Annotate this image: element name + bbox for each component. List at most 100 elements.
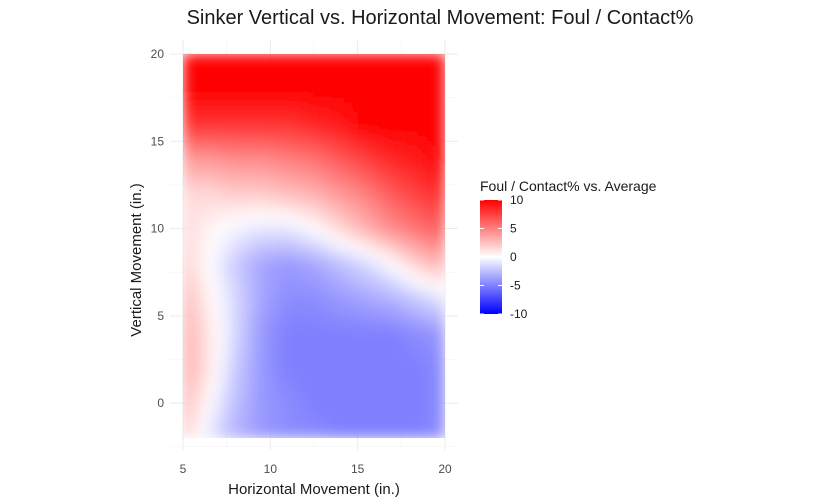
heatmap-cell	[322, 96, 328, 103]
heatmap-cell	[296, 269, 302, 276]
heatmap-cell	[418, 331, 424, 338]
heatmap-cell	[300, 221, 306, 228]
heatmap-cell	[278, 115, 284, 122]
heatmap-cell	[239, 346, 245, 353]
heatmap-cell	[409, 226, 415, 233]
heatmap-cell	[195, 202, 201, 209]
heatmap-cell	[361, 336, 367, 343]
heatmap-cell	[427, 418, 433, 425]
heatmap-cell	[435, 178, 442, 185]
heatmap-cell	[230, 427, 236, 434]
heatmap-cell	[317, 226, 324, 233]
heatmap-cell	[278, 288, 284, 295]
heatmap-cell	[191, 346, 197, 353]
heatmap-cell	[374, 91, 380, 98]
heatmap-cell	[243, 283, 249, 290]
heatmap-cell	[322, 394, 328, 401]
heatmap-cell	[221, 192, 228, 199]
heatmap-cell	[269, 336, 276, 343]
heatmap-cell	[418, 202, 424, 209]
heatmap-cell	[330, 67, 337, 74]
heatmap-cell	[348, 269, 354, 276]
heatmap-cell	[440, 96, 445, 103]
heatmap-cell	[296, 384, 302, 391]
heatmap-cell	[313, 413, 319, 420]
heatmap-cell	[400, 106, 407, 113]
heatmap-cell	[383, 54, 389, 60]
heatmap-cell	[265, 120, 271, 127]
heatmap-cell	[300, 245, 306, 252]
heatmap-cell	[396, 130, 402, 137]
heatmap-cell	[339, 255, 346, 261]
heatmap-cell	[265, 106, 271, 113]
heatmap-cell	[374, 139, 380, 146]
heatmap-cell	[383, 274, 389, 281]
heatmap-cell	[248, 375, 254, 381]
heatmap-cell	[199, 346, 206, 353]
heatmap-cell	[422, 72, 429, 79]
heatmap-cell	[208, 331, 215, 338]
heatmap-cell	[400, 432, 407, 438]
heatmap-cell	[274, 250, 280, 257]
heatmap-cell	[248, 202, 254, 209]
heatmap-cell	[261, 427, 267, 434]
heatmap-cell	[274, 283, 280, 290]
heatmap-cell	[435, 82, 442, 89]
heatmap-cell	[248, 418, 254, 425]
heatmap-cell	[440, 178, 445, 185]
heatmap-cell	[195, 317, 201, 324]
heatmap-cell	[365, 54, 372, 60]
heatmap-cell	[396, 77, 402, 84]
heatmap-cell	[379, 375, 385, 381]
heatmap-cell	[405, 283, 411, 290]
heatmap-cell	[221, 221, 228, 228]
heatmap-cell	[322, 106, 328, 113]
heatmap-cell	[239, 245, 245, 252]
heatmap-cell	[422, 96, 429, 103]
heatmap-cell	[300, 274, 306, 281]
heatmap-cell	[186, 413, 193, 420]
heatmap-cell	[361, 322, 367, 329]
heatmap-cell	[282, 408, 289, 415]
heatmap-cell	[313, 111, 319, 117]
heatmap-cell	[352, 317, 359, 324]
heatmap-cell	[370, 274, 376, 281]
heatmap-cell	[265, 240, 271, 247]
heatmap-cell	[422, 264, 429, 271]
heatmap-cell	[261, 96, 267, 103]
heatmap-cell	[326, 125, 332, 132]
heatmap-cell	[265, 399, 271, 405]
heatmap-cell	[383, 269, 389, 276]
heatmap-cell	[427, 394, 433, 401]
heatmap-cell	[383, 58, 389, 65]
heatmap-cell	[234, 202, 241, 209]
heatmap-cell	[282, 135, 289, 141]
heatmap-cell	[361, 54, 367, 60]
heatmap-cell	[427, 375, 433, 381]
heatmap-cell	[365, 351, 372, 357]
heatmap-cell	[186, 91, 193, 98]
heatmap-cell	[418, 240, 424, 247]
heatmap-cell	[405, 91, 411, 98]
heatmap-cell	[291, 327, 298, 333]
heatmap-cell	[282, 245, 289, 252]
heatmap-cell	[261, 375, 267, 381]
heatmap-cell	[435, 255, 442, 261]
heatmap-cell	[361, 331, 367, 338]
heatmap-cell	[296, 168, 302, 175]
heatmap-cell	[387, 413, 394, 420]
heatmap-cell	[400, 317, 407, 324]
heatmap-cell	[396, 178, 402, 185]
heatmap-cell	[296, 144, 302, 151]
heatmap-cell	[335, 346, 341, 353]
heatmap-cell	[183, 279, 188, 285]
heatmap-cell	[256, 211, 263, 218]
heatmap-cell	[186, 408, 193, 415]
heatmap-cell	[300, 231, 306, 237]
heatmap-cell	[221, 87, 228, 93]
heatmap-cell	[335, 379, 341, 386]
heatmap-cell	[230, 226, 236, 233]
heatmap-cell	[387, 173, 394, 180]
heatmap-cell	[183, 331, 188, 338]
